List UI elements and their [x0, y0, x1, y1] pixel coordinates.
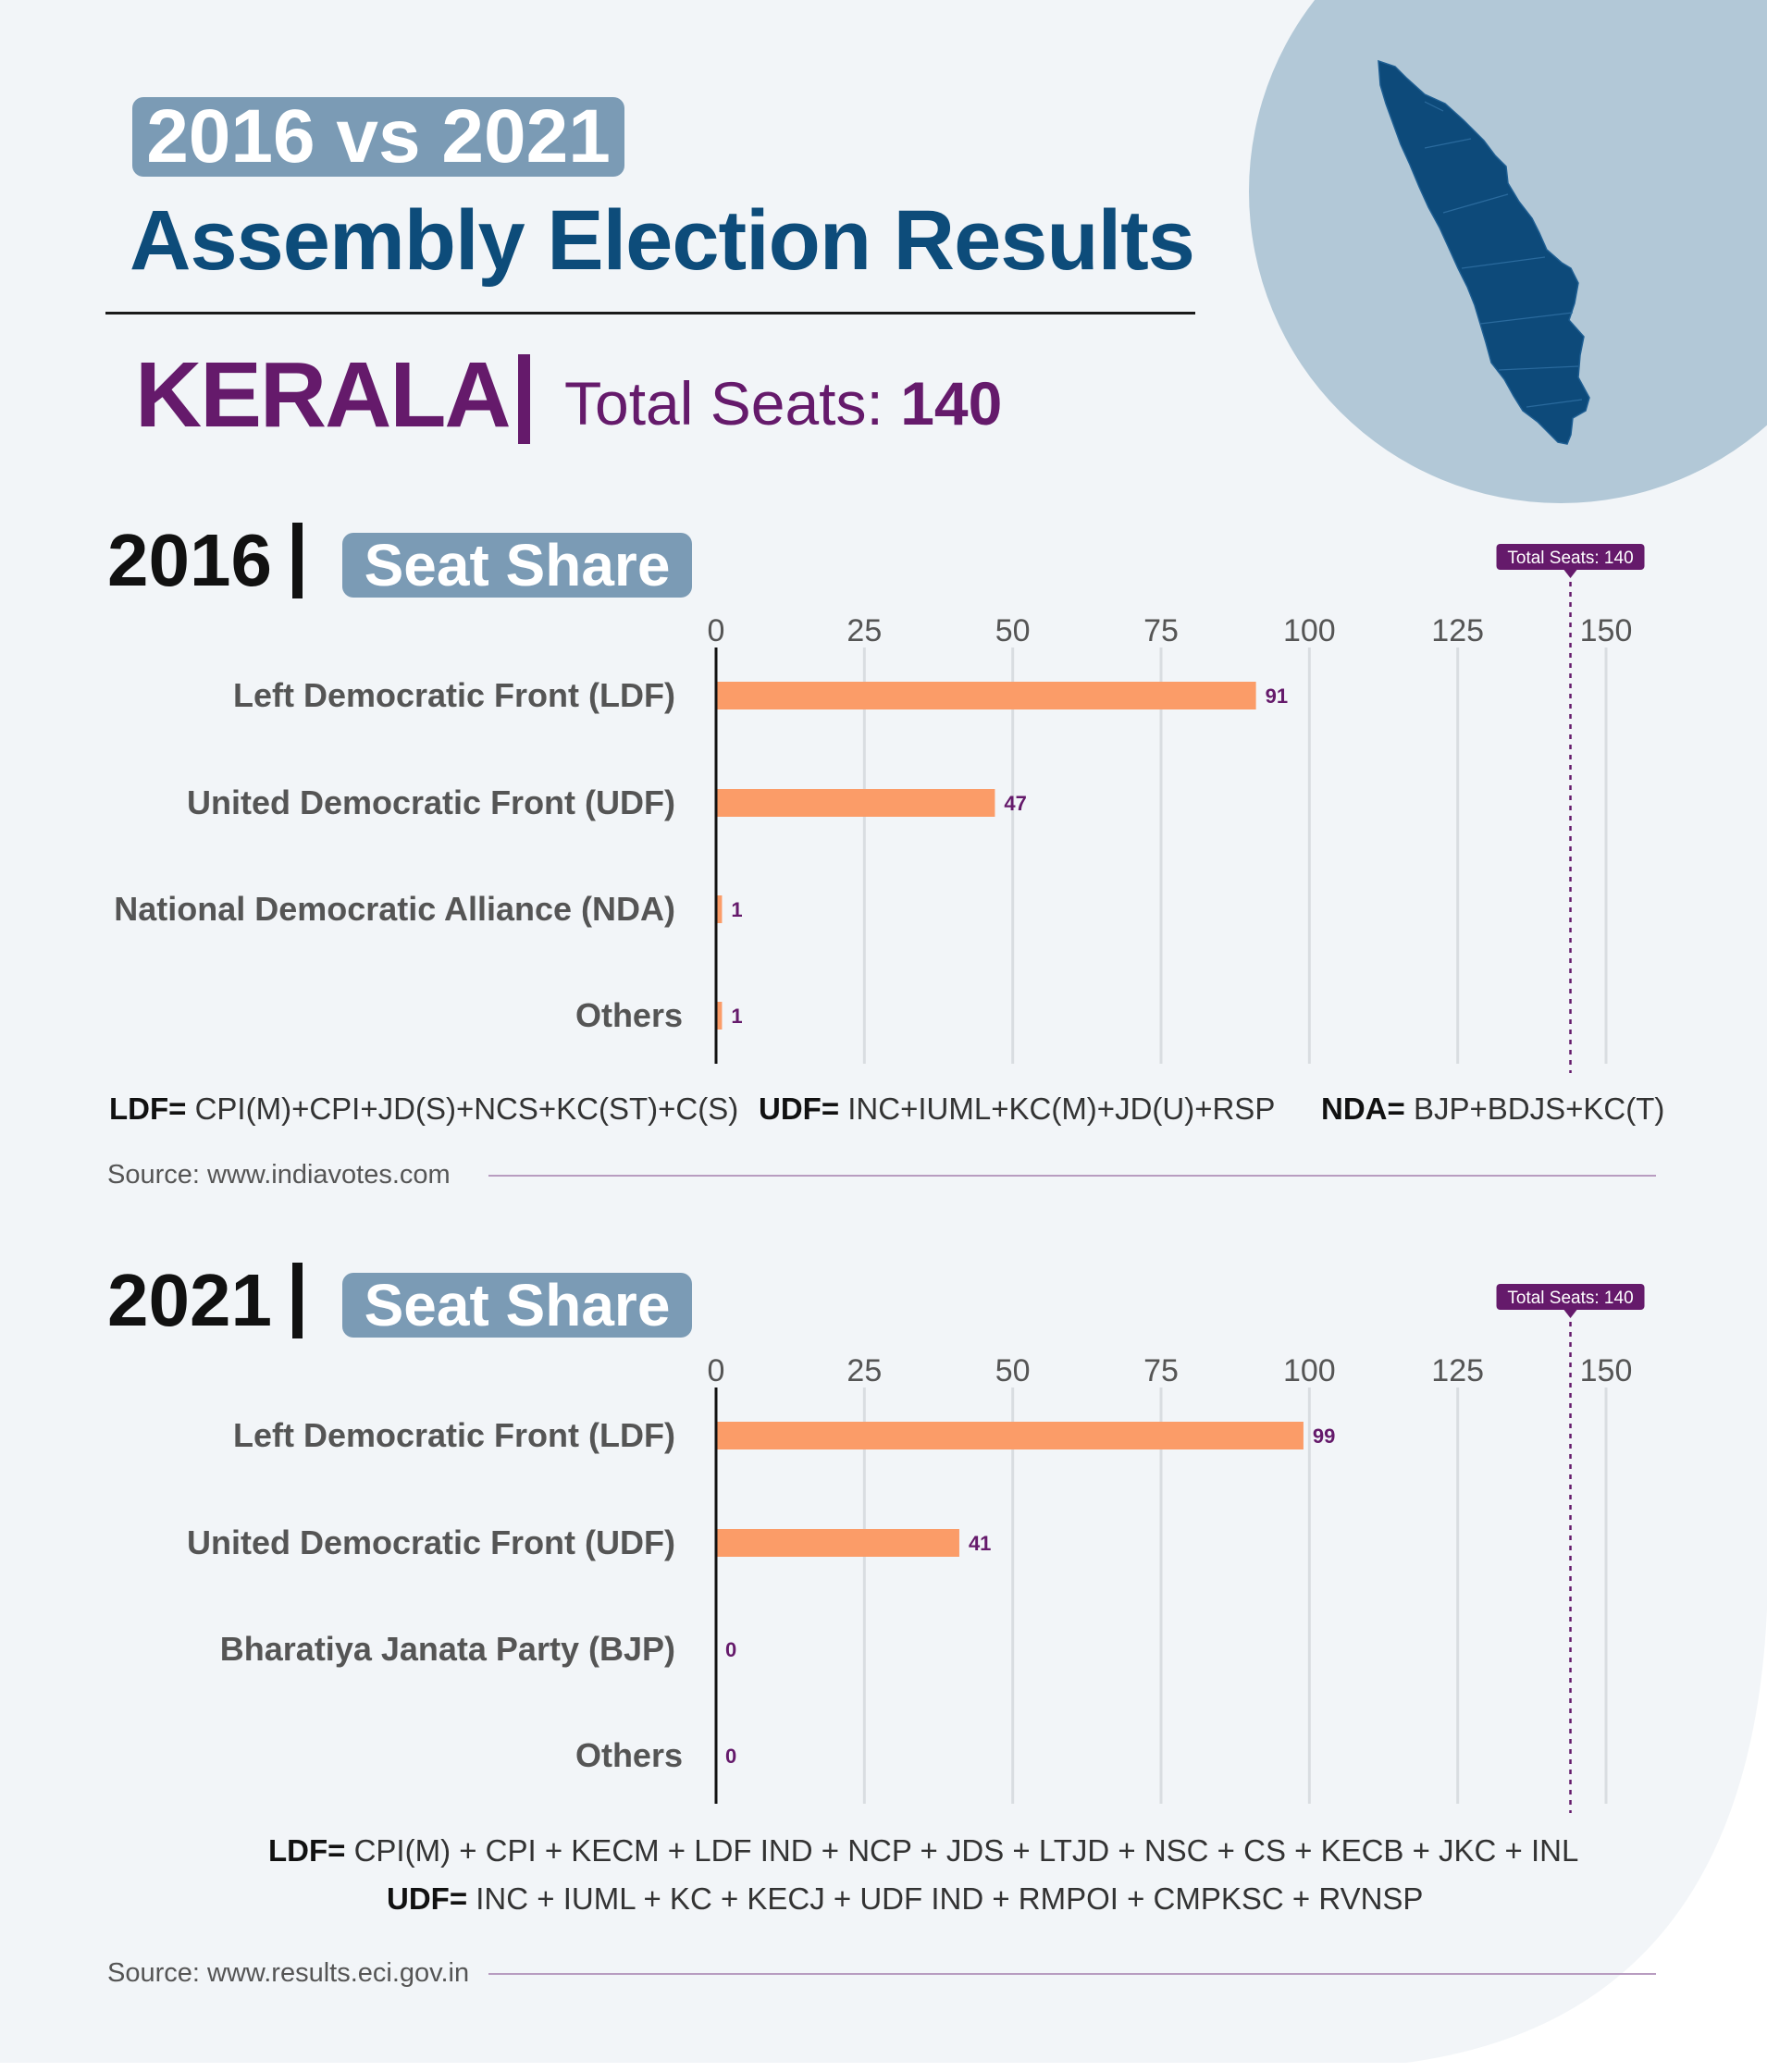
kerala-shape — [1378, 59, 1590, 445]
bar — [716, 1002, 723, 1030]
bar — [716, 682, 1256, 709]
legend-ldf-2016: LDF= CPI(M)+CPI+JD(S)+NCS+KC(ST)+C(S) — [109, 1092, 738, 1127]
source-divider — [488, 1973, 1656, 1975]
category-label: Left Democratic Front (LDF) — [233, 1416, 675, 1454]
bar — [716, 789, 995, 817]
x-tick-label: 100 — [1283, 613, 1336, 648]
page-title: Assembly Election Results — [130, 193, 1195, 288]
legend-value: INC+IUML+KC(M)+JD(U)+RSP — [847, 1092, 1276, 1126]
total-seats-flag — [1496, 544, 1645, 570]
category-label: United Democratic Front (UDF) — [187, 783, 675, 821]
legend-nda-2016: NDA= BJP+BDJS+KC(T) — [1321, 1092, 1664, 1127]
value-label: 91 — [1266, 684, 1288, 708]
x-tick-label: 150 — [1580, 613, 1633, 648]
total-seats-flag-pointer — [1563, 570, 1577, 578]
total-seats-flag-label: Total Seats: 140 — [1507, 549, 1633, 568]
legend-value: INC + IUML + KC + KECJ + UDF IND + RMPOI… — [476, 1881, 1424, 1916]
legend-udf-2016: UDF= INC+IUML+KC(M)+JD(U)+RSP — [759, 1092, 1275, 1127]
value-label: 47 — [1004, 792, 1026, 815]
total-seats-flag-pointer — [1563, 1310, 1577, 1318]
chart-2016: 0 25 50 75 100 125 150 Total Seats: 140 Left Dem… — [114, 544, 1645, 1073]
chart-2021-heading: 2021 — [107, 1258, 303, 1344]
value-label: 99 — [1313, 1424, 1335, 1448]
heading-separator — [291, 522, 303, 598]
total-seats-label: Total Seats: — [564, 369, 884, 438]
legend-value: CPI(M) + CPI + KECM + LDF IND + NCP + JD… — [353, 1833, 1579, 1868]
category-label: Others — [575, 996, 683, 1034]
legend-key: LDF= — [268, 1833, 346, 1868]
legend-key: UDF= — [759, 1092, 840, 1126]
category-label: Left Democratic Front (LDF) — [233, 676, 675, 714]
category-label: Others — [575, 1736, 683, 1774]
total-seats: Total Seats: 140 — [564, 368, 1002, 438]
chart-2021-year: 2021 — [107, 1259, 272, 1341]
category-label: National Democratic Alliance (NDA) — [114, 890, 675, 928]
kerala-map-icon — [1249, 0, 1767, 503]
bar — [716, 1422, 1304, 1449]
legend-key: UDF= — [387, 1881, 468, 1916]
x-tick-label: 75 — [1143, 1353, 1179, 1388]
state-separator — [518, 354, 530, 444]
x-tick-label: 25 — [846, 613, 882, 648]
value-label: 0 — [725, 1745, 736, 1768]
legend-udf-2021: UDF= INC + IUML + KC + KECJ + UDF IND + … — [387, 1881, 1423, 1917]
heading-separator — [291, 1262, 303, 1338]
chart-2016-heading: 2016 — [107, 518, 303, 604]
chart-2016-badge: Seat Share — [342, 533, 692, 598]
legend-value: CPI(M)+CPI+JD(S)+NCS+KC(ST)+C(S) — [194, 1092, 739, 1126]
x-tick-label: 150 — [1580, 1353, 1633, 1388]
x-tick-label: 25 — [846, 1353, 882, 1388]
bar — [716, 1529, 959, 1557]
chart-2021-badge: Seat Share — [342, 1273, 692, 1338]
value-label: 41 — [969, 1532, 991, 1555]
years-badge: 2016 vs 2021 — [132, 97, 624, 177]
source-divider — [488, 1175, 1656, 1177]
total-seats-flag — [1496, 1284, 1645, 1310]
source-2016: Source: www.indiavotes.com — [107, 1160, 451, 1190]
legend-value: BJP+BDJS+KC(T) — [1413, 1092, 1665, 1126]
category-label: United Democratic Front (UDF) — [187, 1523, 675, 1561]
x-tick-label: 75 — [1143, 613, 1179, 648]
value-label: 1 — [731, 1005, 742, 1028]
x-tick-label: 0 — [708, 1353, 725, 1388]
x-tick-label: 0 — [708, 613, 725, 648]
value-label: 0 — [725, 1638, 736, 1661]
x-tick-label: 50 — [995, 1353, 1031, 1388]
x-tick-label: 50 — [995, 613, 1031, 648]
chart-2016-year: 2016 — [107, 519, 272, 601]
legend-ldf-2021: LDF= CPI(M) + CPI + KECM + LDF IND + NCP… — [268, 1833, 1578, 1868]
legend-key: LDF= — [109, 1092, 187, 1126]
bar — [716, 895, 723, 923]
total-seats-flag-label: Total Seats: 140 — [1507, 1289, 1633, 1308]
legend-key: NDA= — [1321, 1092, 1405, 1126]
source-2021: Source: www.results.eci.gov.in — [107, 1958, 470, 1988]
chart-2021: 0 25 50 75 100 125 150 Total Seats: 140 Left Dem… — [187, 1284, 1645, 1813]
total-seats-value: 140 — [900, 369, 1003, 438]
x-tick-label: 125 — [1431, 1353, 1484, 1388]
x-tick-label: 100 — [1283, 1353, 1336, 1388]
title-divider — [105, 312, 1195, 314]
value-label: 1 — [731, 898, 742, 921]
state-name: KERALA — [135, 343, 512, 447]
x-tick-label: 125 — [1431, 613, 1484, 648]
category-label: Bharatiya Janata Party (BJP) — [220, 1630, 675, 1668]
